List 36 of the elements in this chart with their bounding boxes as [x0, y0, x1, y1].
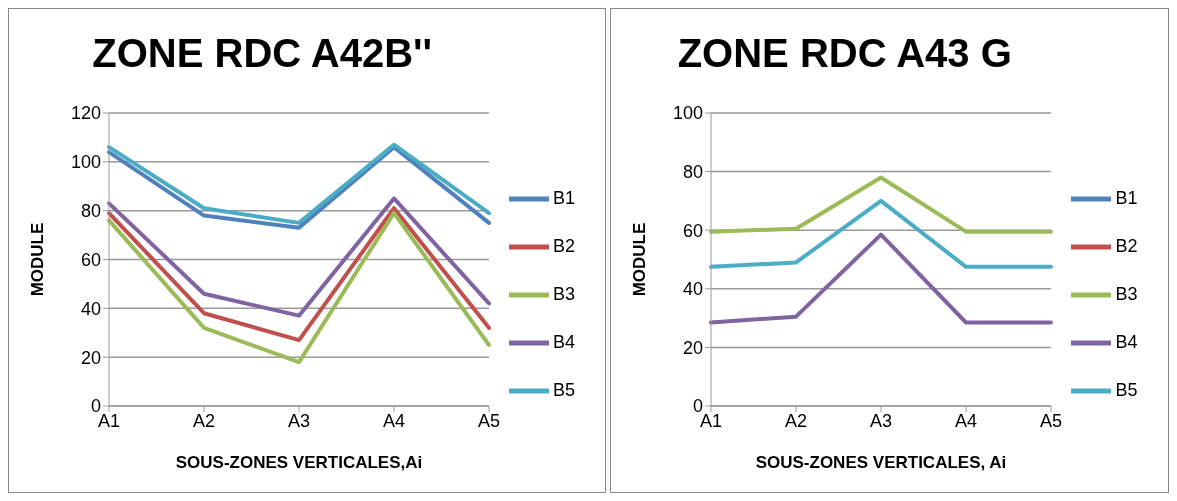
- x-tick-label: A3: [287, 410, 310, 431]
- x-tick-label: A2: [192, 410, 216, 431]
- legend-label: B1: [1115, 187, 1138, 208]
- x-axis-title: SOUS-ZONES VERTICALES, Ai: [756, 453, 1007, 472]
- y-tick-label: 20: [683, 337, 704, 358]
- y-tick-label: 60: [80, 249, 101, 270]
- chart-title: ZONE RDC A43 G: [676, 30, 1013, 77]
- legend-label: B5: [552, 379, 575, 400]
- x-tick-label: A2: [785, 410, 808, 431]
- y-tick-label: 100: [673, 103, 704, 124]
- y-tick-label: 60: [683, 220, 704, 241]
- x-tick-label: A5: [477, 410, 500, 431]
- legend-label: B5: [1115, 379, 1138, 400]
- legend-label: B3: [552, 283, 575, 304]
- y-tick-label: 80: [80, 201, 101, 222]
- y-tick-label: 40: [683, 279, 704, 300]
- y-tick-label: 40: [80, 298, 101, 319]
- x-tick-label: A4: [955, 410, 978, 431]
- y-tick-label: 20: [80, 347, 101, 368]
- x-tick-label: A4: [382, 410, 405, 431]
- y-tick-label: 0: [90, 396, 101, 417]
- x-axis-title: SOUS-ZONES VERTICALES,Ai: [175, 453, 423, 472]
- y-tick-label: 80: [683, 161, 704, 182]
- y-tick-label: 120: [70, 103, 101, 124]
- legend-label: B2: [552, 235, 575, 256]
- x-tick-label: A5: [1040, 410, 1063, 431]
- legend-label: B1: [552, 187, 575, 208]
- y-tick-label: 100: [70, 152, 101, 173]
- y-axis-title: MODULE: [28, 222, 48, 297]
- legend-label: B2: [1115, 235, 1138, 256]
- legend-label: B4: [552, 331, 575, 352]
- y-axis-title: MODULE: [630, 222, 650, 297]
- legend-label: B3: [1115, 283, 1138, 304]
- legend-label: B4: [1115, 331, 1138, 352]
- x-tick-label: A3: [870, 410, 893, 431]
- chart-title: ZONE RDC A42B'': [91, 30, 434, 77]
